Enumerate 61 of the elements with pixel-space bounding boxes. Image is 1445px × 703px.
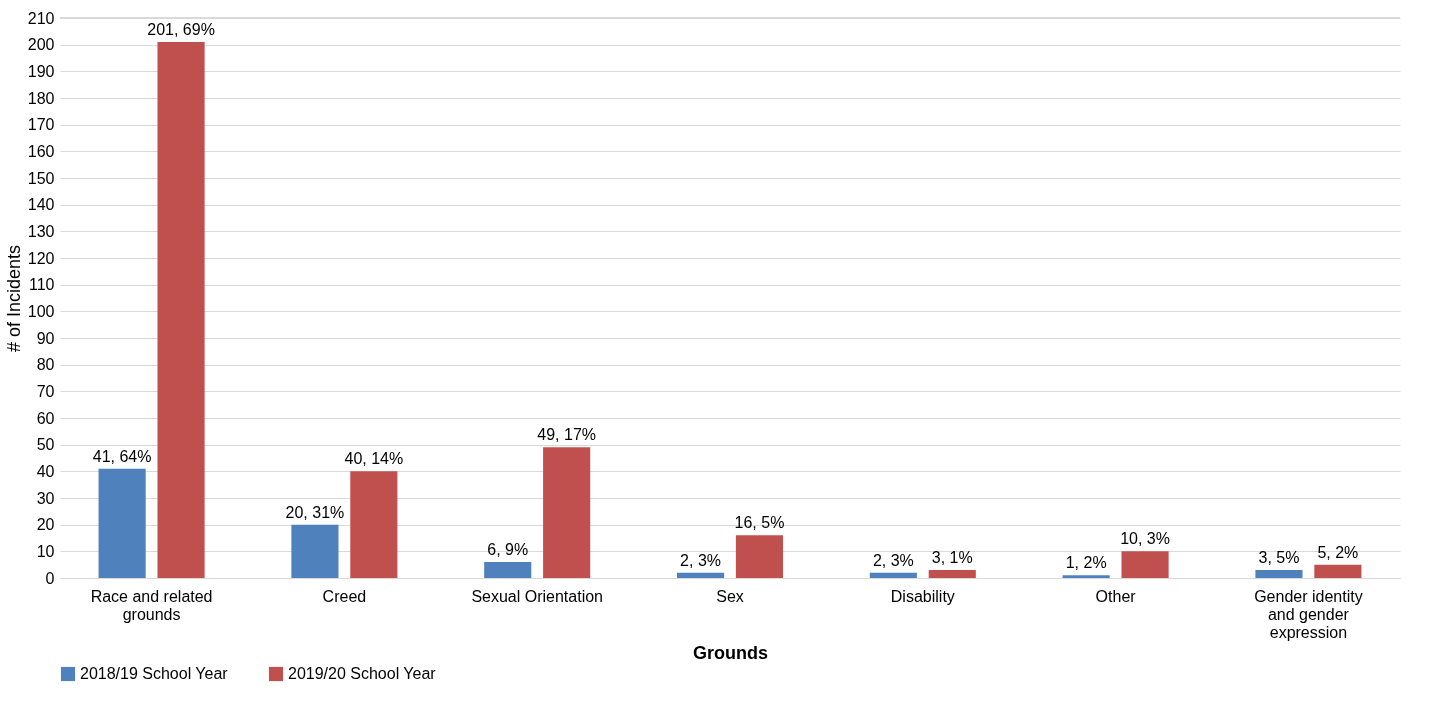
bar [98, 468, 146, 578]
x-tick-label: Sexual Orientation [471, 587, 604, 605]
bar [484, 562, 532, 578]
bar [735, 535, 784, 578]
data-label: 6, 9% [487, 541, 529, 558]
bar [543, 447, 591, 578]
y-tick-label: 180 [27, 89, 55, 107]
x-tick-label: Gender identity and gender expression [1254, 587, 1363, 641]
y-tick-label: 90 [36, 329, 55, 347]
y-tick-label: 110 [28, 276, 55, 294]
data-label: 10, 3% [1120, 530, 1170, 548]
x-tick-label: Race and related grounds [90, 587, 213, 623]
y-tick-label: 70 [36, 382, 55, 400]
data-label: 49, 17% [537, 426, 597, 444]
y-tick-label: 20 [36, 516, 55, 534]
y-tick-label: 170 [27, 116, 55, 134]
y-tick-label: 210 [27, 9, 55, 27]
x-tick-label: Creed [322, 587, 367, 605]
y-tick-label: 130 [27, 222, 55, 240]
bar [1121, 551, 1169, 578]
y-tick-label: 10 [36, 542, 55, 560]
data-label: 3, 1% [931, 549, 973, 566]
bar [350, 471, 398, 578]
bar [1255, 570, 1303, 578]
data-label: 40, 14% [344, 450, 404, 468]
y-tick-label: 30 [36, 489, 55, 507]
y-tick-label: 140 [27, 196, 55, 214]
data-label: 20, 31% [285, 503, 345, 521]
data-label: 16, 5% [734, 514, 785, 532]
y-tick-label: 160 [27, 142, 55, 160]
y-tick-label: 50 [36, 436, 55, 454]
bar [291, 524, 339, 578]
x-tick-label: Other [1095, 587, 1137, 605]
legend-label: 2019/20 School Year [288, 665, 437, 682]
bar [676, 572, 725, 578]
y-tick-label: 120 [27, 249, 55, 267]
bar [1314, 564, 1362, 578]
data-label: 2, 3% [872, 551, 914, 569]
y-axis-title: # of Incidents [3, 244, 24, 353]
y-tick-label: 40 [36, 462, 55, 480]
bar [157, 42, 205, 578]
legend-label: 2018/19 School Year [80, 665, 229, 682]
data-label: 5, 2% [1317, 543, 1359, 561]
y-tick-label: 80 [36, 356, 55, 374]
data-label: 2, 3% [680, 551, 721, 569]
data-label: 41, 64% [92, 447, 152, 465]
x-tick-label: Disability [890, 587, 955, 605]
y-tick-label: 190 [27, 62, 55, 80]
x-tick-label: Sex [716, 587, 744, 605]
data-label: 1, 2% [1065, 554, 1107, 572]
y-tick-label: 200 [27, 36, 55, 54]
bar [869, 572, 917, 578]
y-tick-label: 100 [27, 302, 55, 320]
x-axis-title: Grounds [693, 642, 768, 663]
y-tick-label: 150 [27, 169, 55, 187]
bar [928, 570, 976, 578]
bar [1062, 575, 1110, 578]
data-label: 201, 69% [147, 21, 215, 38]
data-label: 3, 5% [1258, 549, 1300, 566]
y-tick-label: 0 [45, 569, 55, 587]
y-tick-label: 60 [36, 409, 55, 427]
